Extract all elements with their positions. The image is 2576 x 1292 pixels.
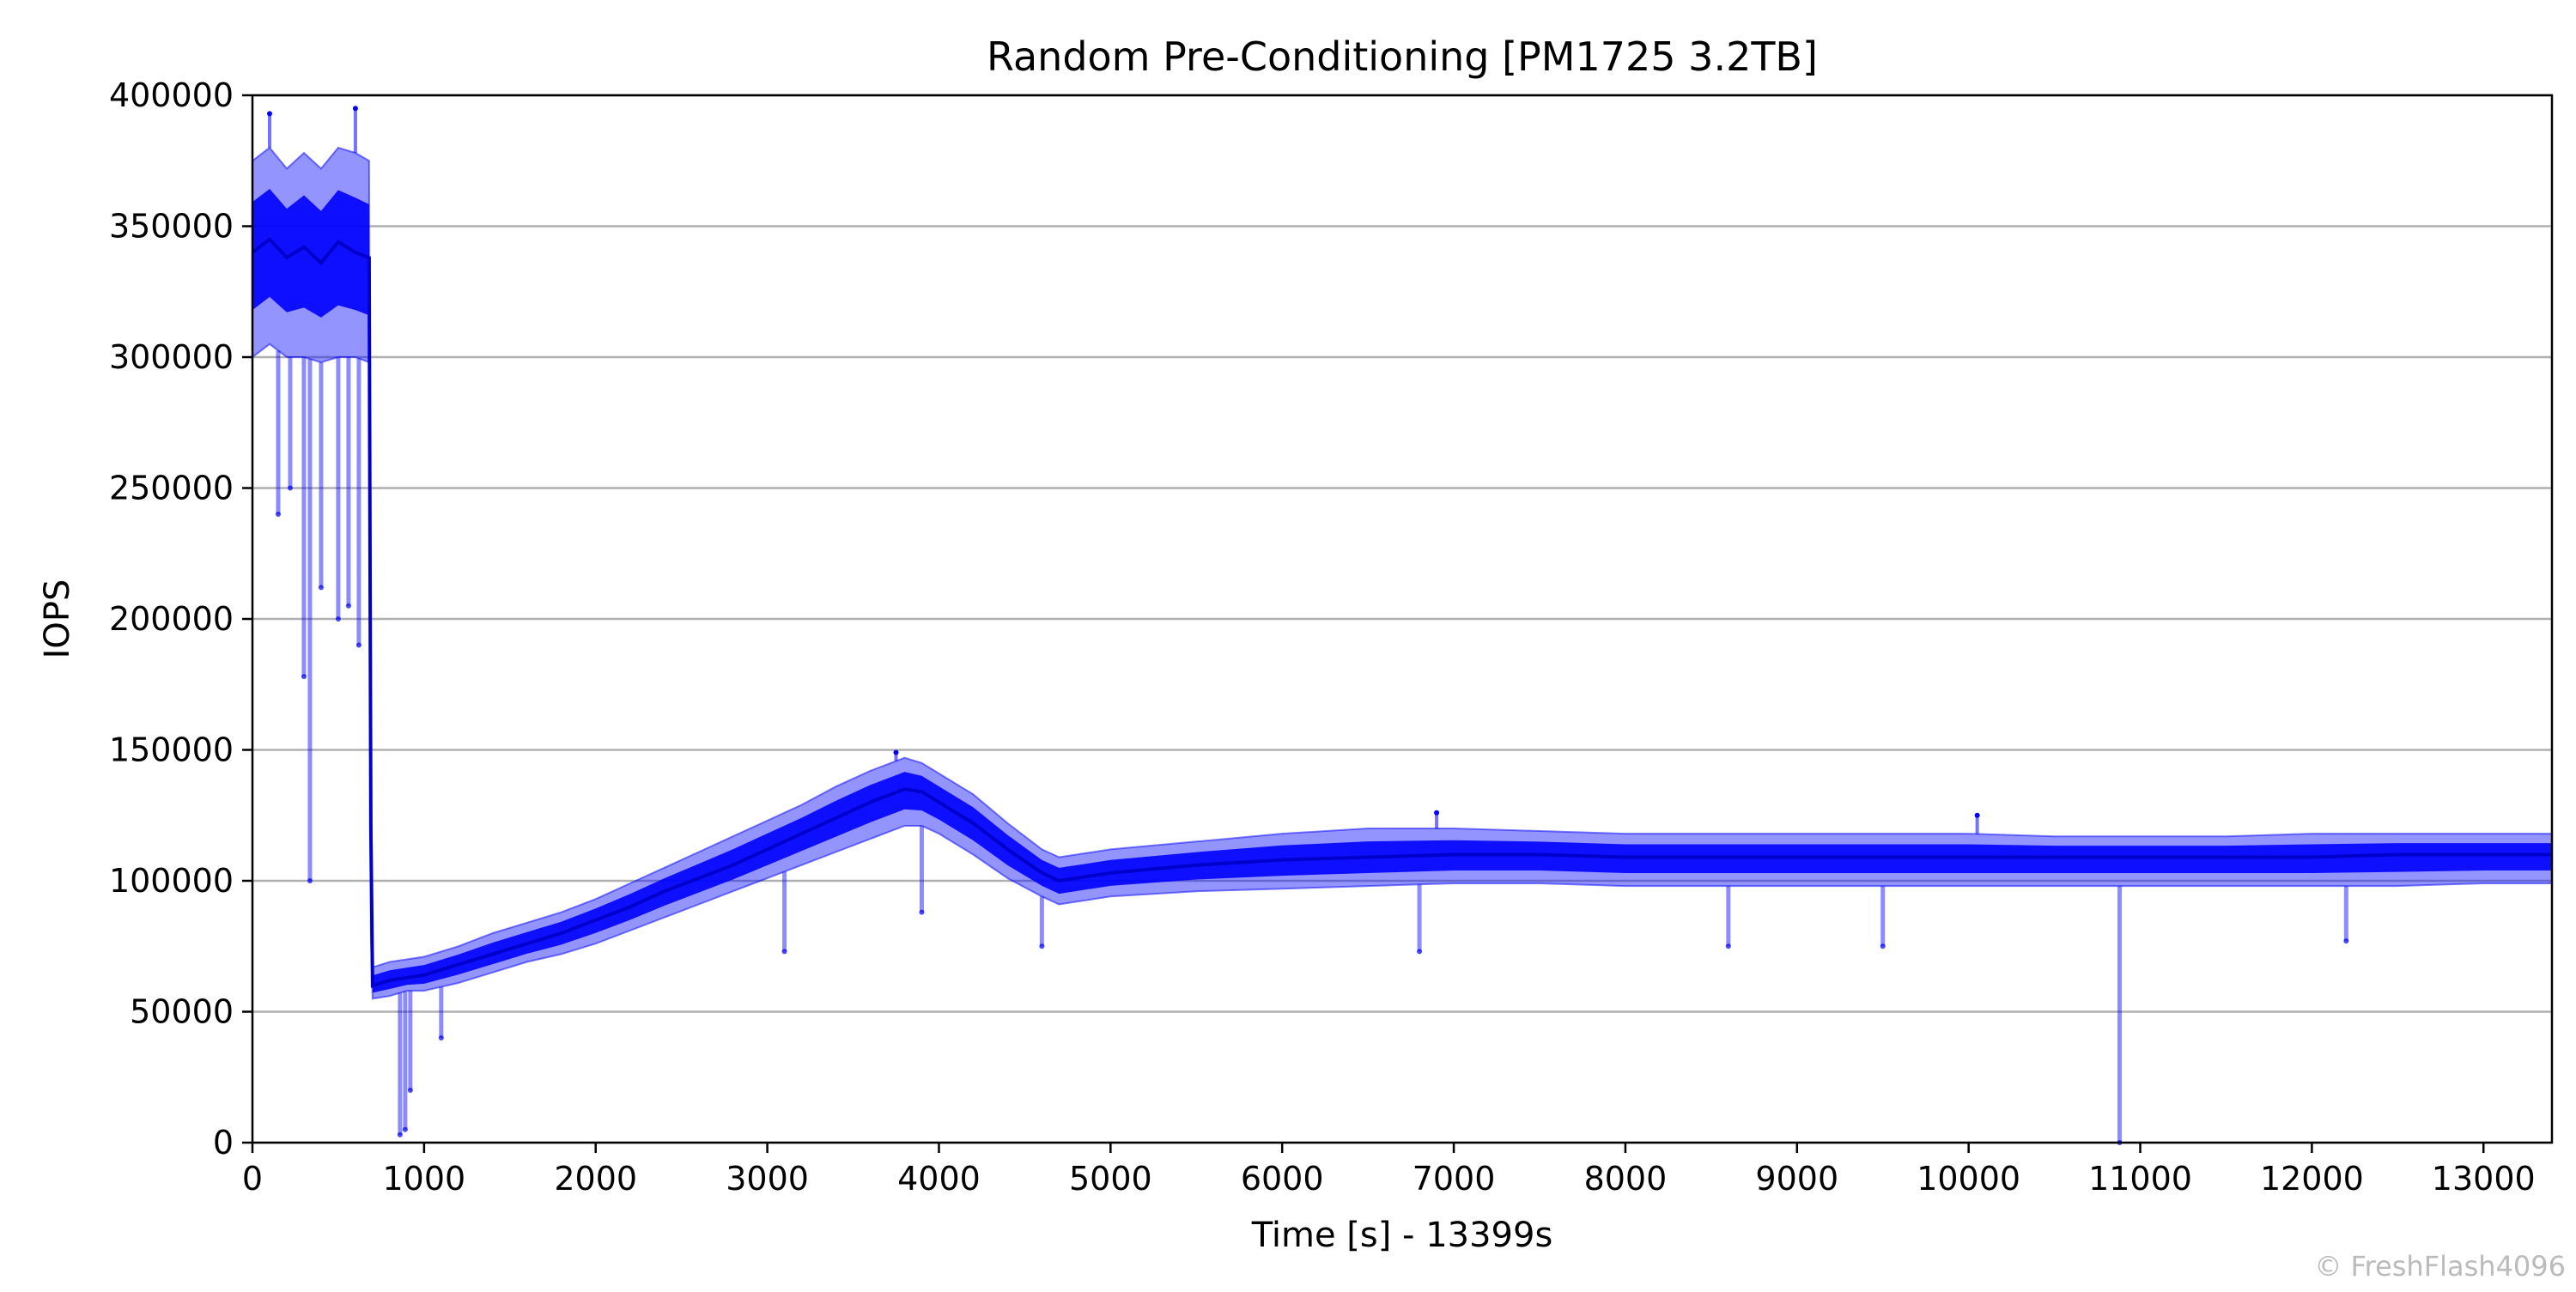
data-dip-point (287, 485, 293, 491)
y-tick-label: 150000 (109, 731, 234, 769)
x-tick-label: 1000 (383, 1160, 466, 1198)
data-dip-point (345, 603, 351, 609)
data-spike-point (266, 111, 272, 117)
x-tick-label: 7000 (1413, 1160, 1496, 1198)
data-spike-point (1434, 810, 1440, 816)
data-spike-point (352, 106, 358, 112)
data-dip-point (438, 1035, 444, 1040)
x-axis-label: Time [s] - 13399s (1251, 1216, 1553, 1255)
data-dip-point (1039, 943, 1045, 949)
data-dip-point (307, 878, 313, 883)
data-dip-point (335, 616, 341, 622)
data-dip-point (2343, 938, 2349, 944)
x-tick-label: 2000 (554, 1160, 637, 1198)
data-dip-point (1417, 949, 1423, 955)
chart-title: Random Pre-Conditioning [PM1725 3.2TB] (987, 33, 1818, 80)
data-dip-point (919, 909, 925, 915)
data-dip-point (275, 512, 281, 517)
plot-frame (251, 94, 2554, 1144)
y-tick-label: 50000 (130, 993, 234, 1031)
y-tick-label: 400000 (109, 76, 234, 114)
x-tick-label: 9000 (1755, 1160, 1838, 1198)
data-spike-point (893, 749, 899, 755)
x-tick-label: 8000 (1584, 1160, 1668, 1198)
data-dip-point (781, 949, 787, 955)
x-tick-label: 11000 (2088, 1160, 2192, 1198)
watermark: © FreshFlash4096 (2314, 1250, 2566, 1283)
x-axis-ticks: 0 1000 2000 3000 4000 5000 6000 7000 8000 9000 100… (242, 1143, 2536, 1198)
series-0-line (251, 237, 2552, 988)
data-dip-point (301, 674, 307, 680)
x-tick-label: 6000 (1241, 1160, 1324, 1198)
x-tick-label: 10000 (1917, 1160, 2020, 1198)
x-tick-label: 13000 (2432, 1160, 2536, 1198)
data-dip-point (1880, 943, 1886, 949)
y-tick-label: 250000 (109, 470, 234, 507)
y-tick-label: 350000 (109, 208, 234, 246)
x-tick-label: 12000 (2260, 1160, 2364, 1198)
y-axis-ticks: 0 50000 100000 150000 200000 250000 300000 3500… (109, 76, 252, 1162)
y-tick-label: 100000 (109, 862, 234, 900)
y-tick-label: 200000 (109, 600, 234, 638)
data-dip-point (355, 642, 361, 648)
data-dip-point (402, 1126, 408, 1132)
x-tick-label: 0 (242, 1160, 263, 1198)
data-dip-point (1725, 943, 1731, 949)
x-tick-label: 3000 (726, 1160, 809, 1198)
y-axis-label: IOPS (38, 579, 77, 659)
x-tick-label: 5000 (1069, 1160, 1152, 1198)
y-tick-label: 300000 (109, 338, 234, 376)
data-dip-point (397, 1131, 403, 1137)
data-dip-point (407, 1088, 413, 1093)
x-tick-label: 4000 (897, 1160, 981, 1198)
data-spike-point (1974, 812, 1980, 818)
data-dip-point (318, 585, 324, 591)
y-tick-label: 0 (213, 1124, 234, 1162)
